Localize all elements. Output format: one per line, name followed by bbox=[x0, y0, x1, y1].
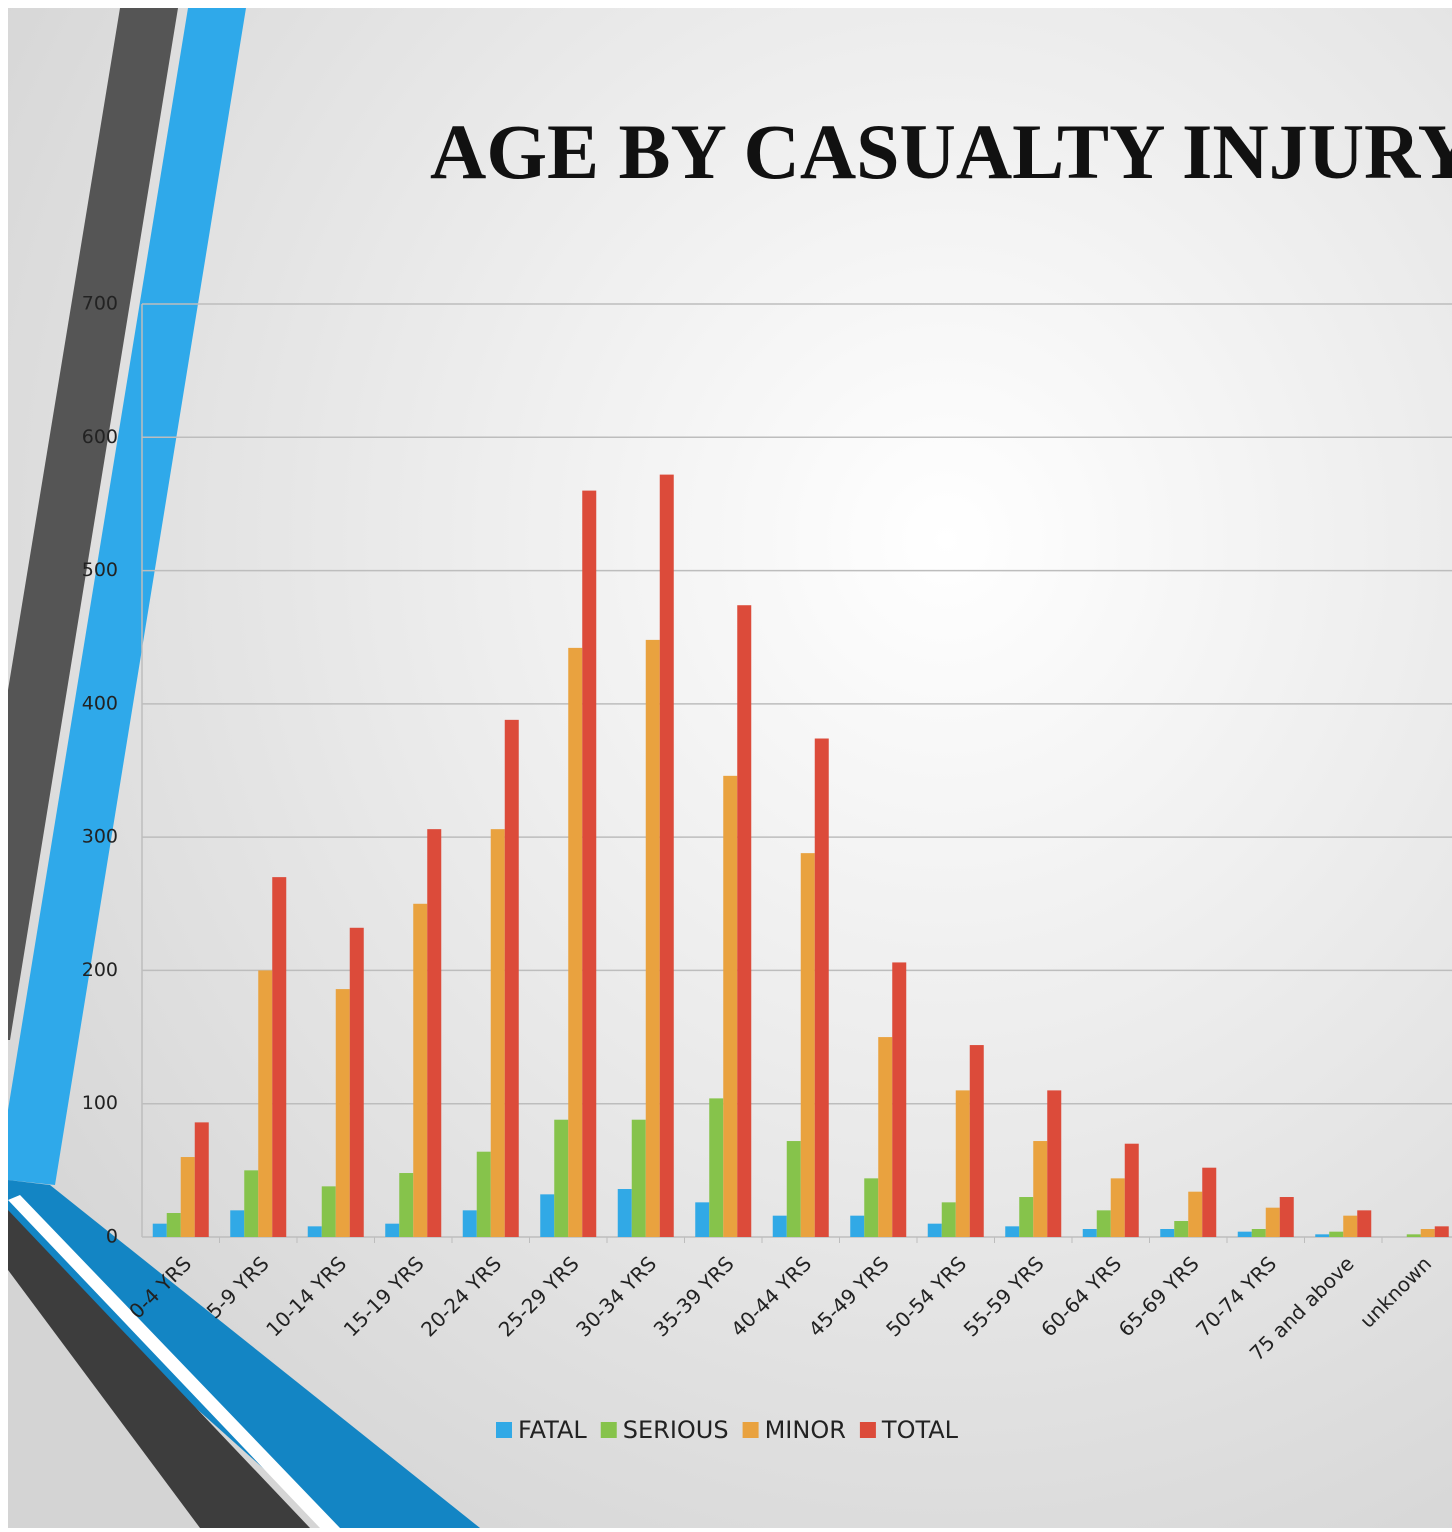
bar bbox=[505, 720, 519, 1237]
bar bbox=[427, 829, 441, 1237]
bar bbox=[181, 1157, 195, 1237]
legend-swatch bbox=[601, 1422, 617, 1438]
bar bbox=[582, 491, 596, 1237]
bar bbox=[1266, 1208, 1280, 1237]
bar bbox=[850, 1216, 864, 1237]
bar bbox=[1329, 1232, 1343, 1237]
legend-label: SERIOUS bbox=[623, 1416, 729, 1444]
legend-label: MINOR bbox=[765, 1416, 846, 1444]
bar bbox=[801, 853, 815, 1237]
bar bbox=[956, 1090, 970, 1237]
bar bbox=[153, 1224, 167, 1237]
bar bbox=[1421, 1229, 1435, 1237]
bar bbox=[1435, 1226, 1449, 1237]
bar bbox=[230, 1210, 244, 1237]
bar bbox=[336, 989, 350, 1237]
bar bbox=[258, 970, 272, 1237]
bar bbox=[1238, 1232, 1252, 1237]
bar bbox=[646, 640, 660, 1237]
bar bbox=[491, 829, 505, 1237]
y-tick-label: 600 bbox=[82, 426, 118, 448]
bar bbox=[1357, 1210, 1371, 1237]
bar bbox=[1252, 1229, 1266, 1237]
y-tick-label: 300 bbox=[82, 826, 118, 848]
legend-swatch bbox=[860, 1422, 876, 1438]
bar bbox=[1280, 1197, 1294, 1237]
bar bbox=[864, 1178, 878, 1237]
slide: AGE BY CASUALTY INJURY,2 0 100 200 300 400 50… bbox=[0, 0, 1452, 1528]
y-tick-label: 700 bbox=[82, 293, 118, 315]
bar bbox=[1125, 1144, 1139, 1237]
bar bbox=[660, 475, 674, 1237]
bar bbox=[1202, 1168, 1216, 1237]
y-tick-label: 200 bbox=[82, 959, 118, 981]
bar bbox=[892, 962, 906, 1237]
bar bbox=[1083, 1229, 1097, 1237]
chart-title: AGE BY CASUALTY INJURY,2 bbox=[430, 108, 1452, 195]
bar bbox=[878, 1037, 892, 1237]
bar bbox=[1047, 1090, 1061, 1237]
bar bbox=[709, 1098, 723, 1237]
bar bbox=[322, 1186, 336, 1237]
bar bbox=[308, 1226, 322, 1237]
legend-label: FATAL bbox=[518, 1416, 587, 1444]
bar bbox=[1174, 1221, 1188, 1237]
bar bbox=[1407, 1234, 1421, 1237]
bar bbox=[773, 1216, 787, 1237]
bar bbox=[1033, 1141, 1047, 1237]
bar bbox=[1005, 1226, 1019, 1237]
bar bbox=[1019, 1197, 1033, 1237]
bar bbox=[970, 1045, 984, 1237]
bar bbox=[399, 1173, 413, 1237]
bar bbox=[413, 904, 427, 1237]
bar bbox=[195, 1122, 209, 1237]
y-tick-label: 100 bbox=[82, 1092, 118, 1114]
bar bbox=[554, 1120, 568, 1237]
bar bbox=[1097, 1210, 1111, 1237]
legend-swatch bbox=[496, 1422, 512, 1438]
bar bbox=[1343, 1216, 1357, 1237]
bar bbox=[723, 776, 737, 1237]
bar bbox=[1160, 1229, 1174, 1237]
y-tick-label: 0 bbox=[106, 1226, 118, 1248]
bar bbox=[244, 1170, 258, 1237]
bar bbox=[1188, 1192, 1202, 1237]
legend-swatch bbox=[743, 1422, 759, 1438]
bar bbox=[787, 1141, 801, 1237]
bar bbox=[632, 1120, 646, 1237]
bar bbox=[942, 1202, 956, 1237]
bar bbox=[385, 1224, 399, 1237]
bar bbox=[815, 739, 829, 1237]
bar bbox=[737, 605, 751, 1237]
y-tick-label: 500 bbox=[82, 559, 118, 581]
bar bbox=[272, 877, 286, 1237]
bar bbox=[568, 648, 582, 1237]
bar bbox=[618, 1189, 632, 1237]
bar bbox=[463, 1210, 477, 1237]
bar bbox=[540, 1194, 554, 1237]
bar bbox=[1111, 1178, 1125, 1237]
bar bbox=[1315, 1234, 1329, 1237]
legend-label: TOTAL bbox=[881, 1416, 959, 1444]
bar bbox=[167, 1213, 181, 1237]
bar bbox=[928, 1224, 942, 1237]
bar bbox=[477, 1152, 491, 1237]
bar bbox=[695, 1202, 709, 1237]
bar bbox=[350, 928, 364, 1237]
y-tick-label: 400 bbox=[82, 692, 118, 714]
